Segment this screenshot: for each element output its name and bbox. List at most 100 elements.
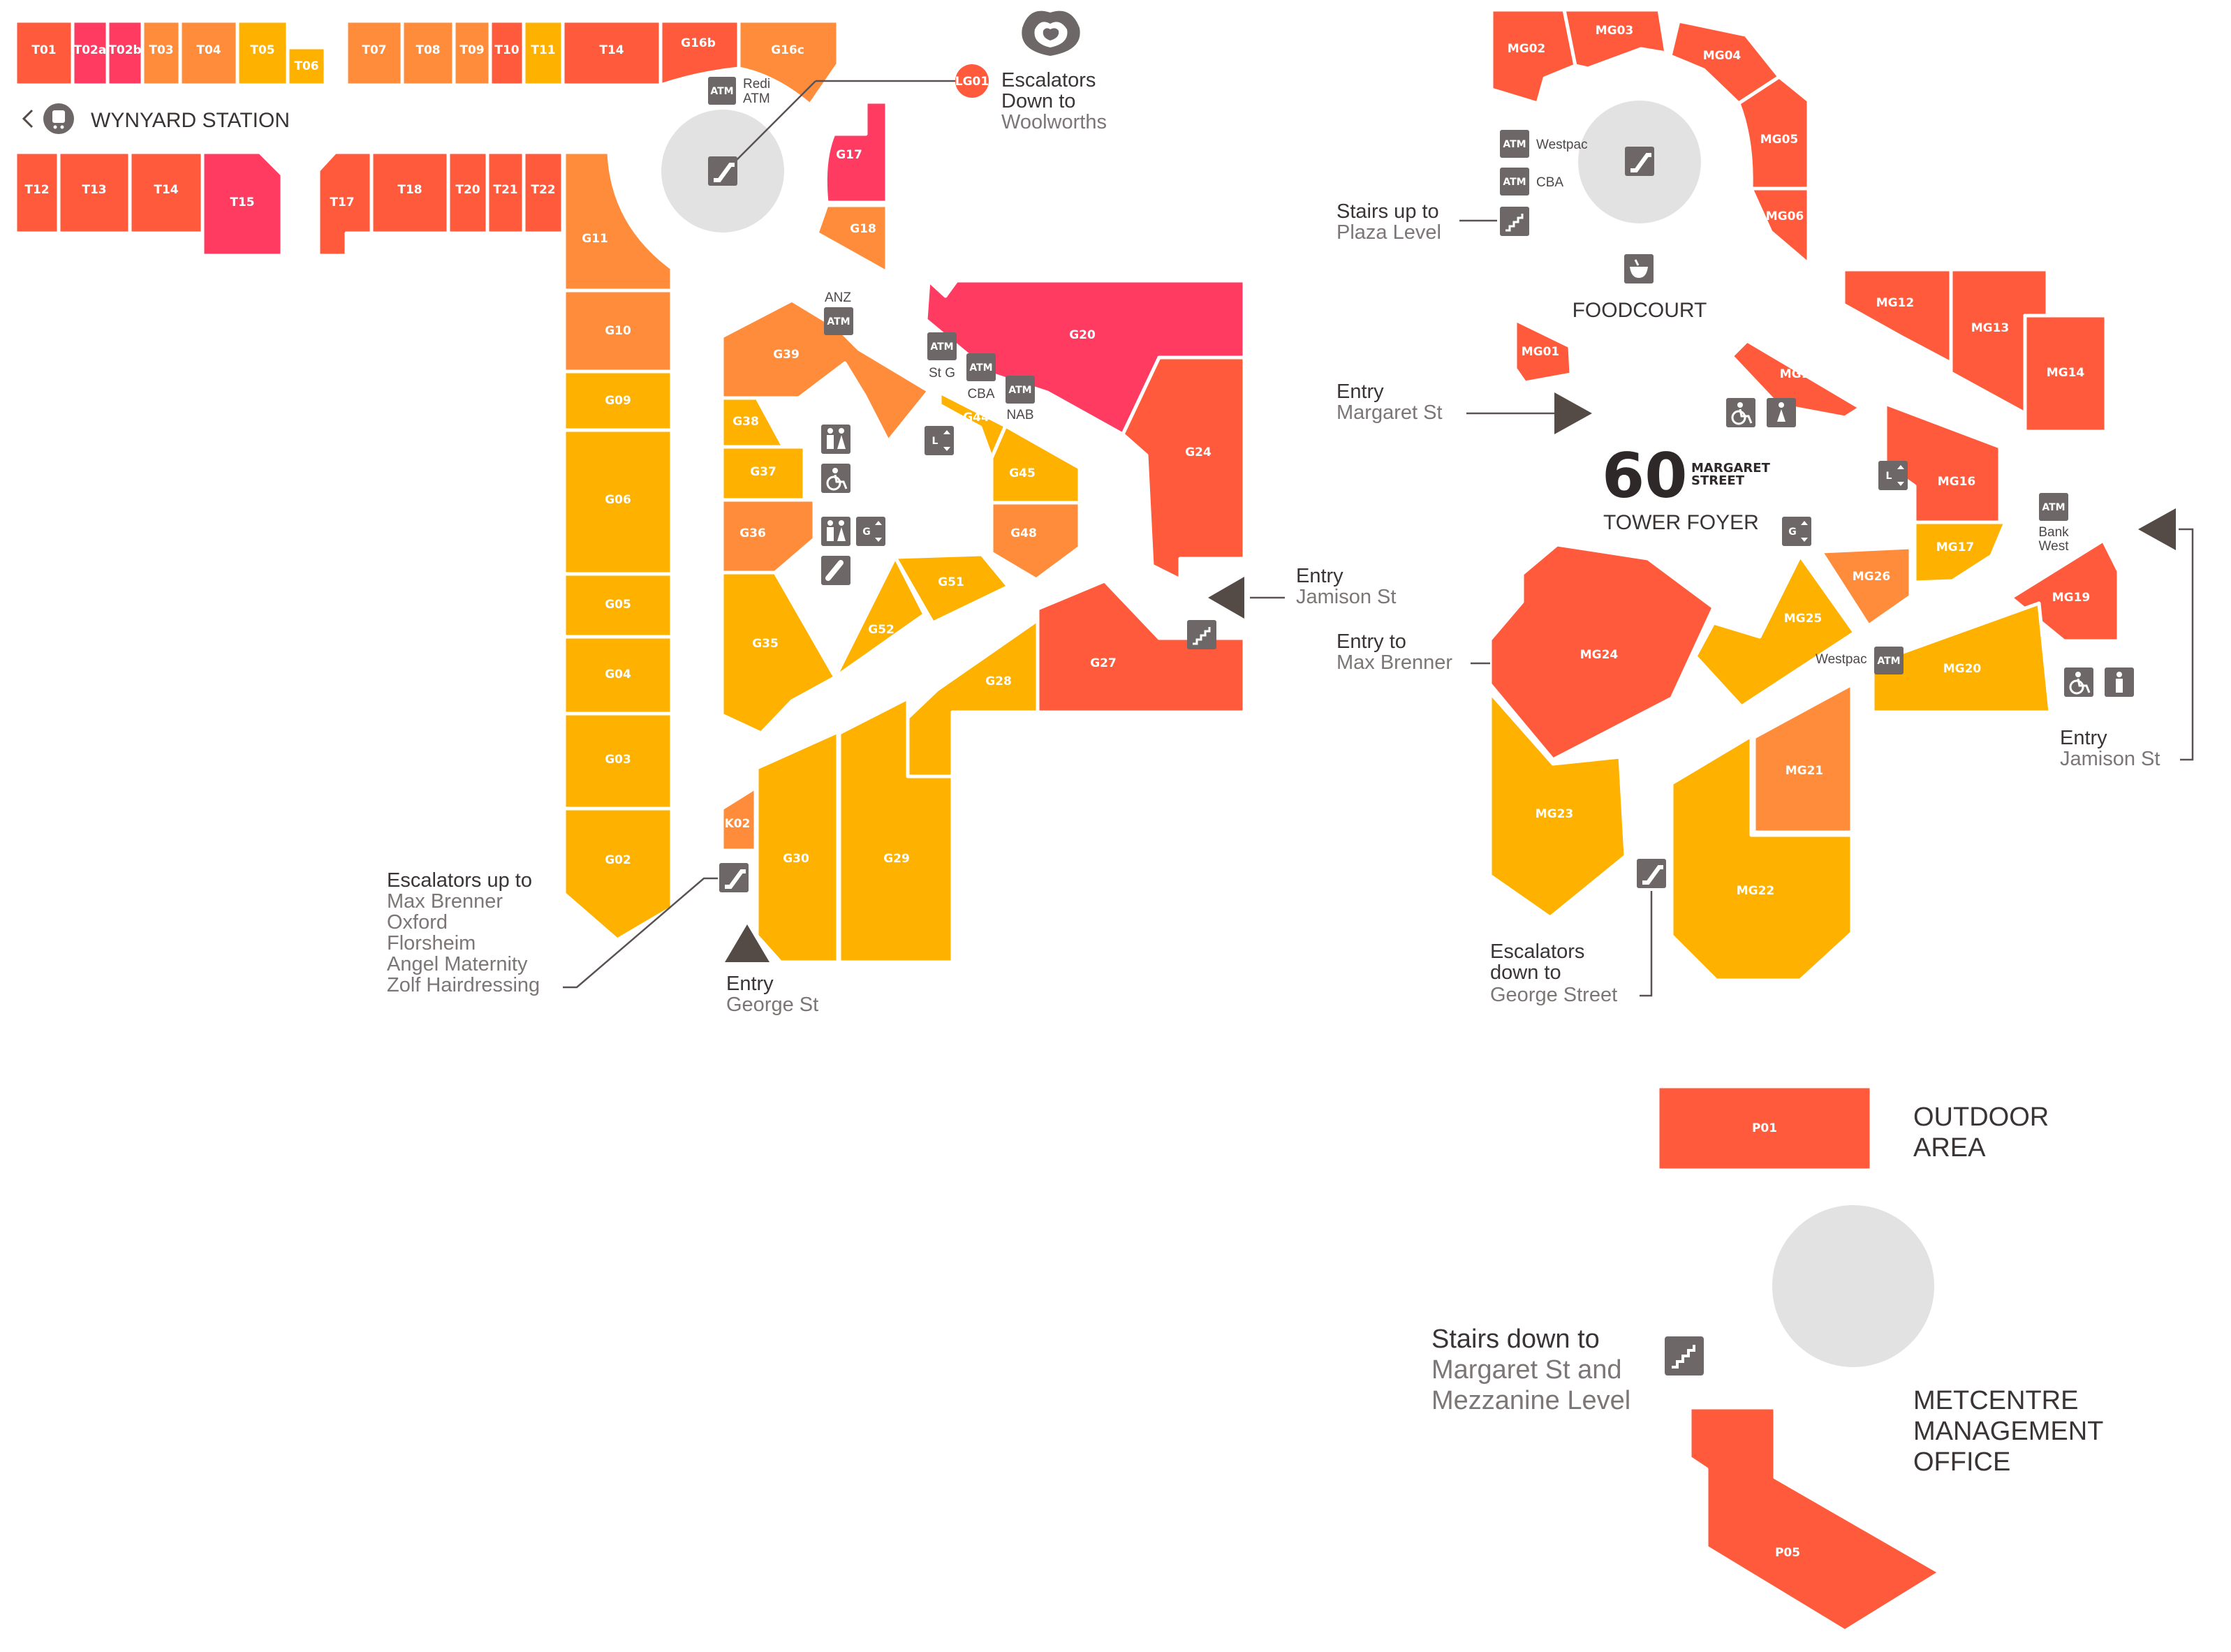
shop-G04[interactable] [562,635,674,716]
lift-icon[interactable]: G [1782,517,1811,546]
shop-G16b[interactable] [658,19,741,87]
stairs-icon[interactable] [1187,620,1216,649]
shop-T10[interactable] [488,19,526,87]
shop-MG02[interactable] [1489,8,1577,105]
escalators-down-george[interactable]: Escalators down to George Street [1490,859,1666,1006]
shop-T13[interactable] [57,150,132,235]
shop-G03[interactable] [562,711,674,811]
shop-G36[interactable] [720,498,816,575]
lift-icon[interactable]: G [856,517,885,546]
shop-G51[interactable] [893,552,1010,625]
atm-st-george[interactable]: ATM St G [927,332,957,381]
shop-K02[interactable] [720,786,758,853]
escalators-up-note[interactable]: Escalators up to Max Brenner Oxford Flor… [387,863,749,996]
escalator-icon[interactable] [1625,147,1654,176]
shop-T09[interactable] [452,19,492,87]
shop-T11[interactable] [522,19,565,87]
lift-level-label: L [1886,471,1892,482]
shop-P01[interactable] [1656,1084,1873,1172]
atm-westpac-top[interactable]: ATM Westpac [1500,130,1588,158]
shop-MG24[interactable] [1488,543,1716,762]
shop-G24[interactable] [1121,355,1246,582]
shop-MG26[interactable] [1819,545,1913,628]
toilet-icon[interactable] [1767,398,1796,427]
shop-MG03[interactable] [1562,8,1668,71]
stairs-down[interactable]: Stairs down to Margaret St and Mezzanine… [1431,1325,1704,1415]
atm-cba-top[interactable]: ATM CBA [1500,168,1563,196]
atm-cba[interactable]: ATM CBA [966,353,996,401]
accessible-icon[interactable] [821,464,851,493]
lift-icon[interactable]: L [925,426,954,455]
accessible-icon[interactable] [1726,398,1755,427]
shop-T06[interactable] [286,45,327,87]
shop-G11[interactable] [562,150,674,293]
shop-P05[interactable] [1688,1406,1942,1633]
shop-T22[interactable] [522,150,565,235]
baby-change-icon[interactable] [821,556,851,585]
shop-T21[interactable] [485,150,526,235]
wynyard-station-link[interactable]: WYNYARD STATION [22,103,290,134]
shop-T02a[interactable] [71,19,110,87]
shop-MG17[interactable] [1913,520,2008,584]
lift-icon[interactable]: L [1878,461,1908,490]
toilets-icon[interactable] [821,517,851,546]
tower-foyer[interactable]: 60 MARGARET STREET TOWER FOYER [1602,440,1771,534]
shop-G45[interactable] [989,424,1082,505]
shop-T02b[interactable] [105,19,145,87]
atm-nab[interactable]: ATM NAB [1006,376,1035,422]
shop-T18[interactable] [369,150,450,235]
shop-T14-top[interactable] [561,19,663,87]
shop-G35[interactable] [720,570,837,735]
shop-G38[interactable] [720,396,786,449]
entry-jamison-st-mezzanine[interactable]: Entry Jamison St [2060,508,2194,770]
shop-MG23[interactable] [1488,691,1628,920]
shop-G28[interactable] [906,618,1040,779]
shop-G17[interactable] [823,100,889,205]
shop-G10[interactable] [562,288,674,374]
shop-G06[interactable] [562,428,674,576]
entry-margaret-st[interactable]: Entry Margaret St [1337,381,1592,434]
shop-G18[interactable] [815,203,889,274]
accessible-icon[interactable] [2064,668,2093,697]
shop-T01[interactable] [13,19,75,87]
shop-T14-bottom[interactable] [128,150,205,235]
escalator-icon[interactable] [708,156,737,186]
shop-T20[interactable] [446,150,489,235]
shop-G30[interactable] [755,730,840,964]
shop-G48[interactable] [989,501,1082,582]
shop-T03[interactable] [140,19,182,87]
shop-G44[interactable] [938,390,1008,460]
shop-G05[interactable] [562,572,674,639]
toilets-icon[interactable] [821,425,851,454]
shop-T15[interactable] [200,150,284,258]
shop-MG14[interactable] [2023,314,2108,434]
shop-MG12[interactable] [1841,267,1953,365]
shop-G09[interactable] [562,369,674,432]
shop-T12[interactable] [13,150,61,235]
entry-max-brenner[interactable]: Entry to Max Brenner [1337,630,1490,674]
shop-T04[interactable] [178,19,240,87]
shop-G39[interactable] [720,298,931,443]
shop-T05[interactable] [235,19,290,87]
shop-MG22[interactable] [1670,734,1854,982]
atm-bankwest[interactable]: ATM Bank West [2038,493,2069,554]
shop-MG01[interactable] [1513,318,1573,385]
entry-george-st[interactable]: Entry George St [725,924,818,1016]
shop-MG25[interactable] [1693,554,1857,709]
shop-T17[interactable] [316,150,374,258]
atm-westpac-mid[interactable]: Westpac ATM [1816,647,1904,674]
toilet-icon[interactable] [2105,668,2134,697]
shop-MG18[interactable] [1730,339,1862,420]
shop-G02[interactable] [562,806,674,942]
shop-G37[interactable] [720,445,807,502]
shop-LG01[interactable] [955,64,989,98]
shop-T07[interactable] [344,19,404,87]
shop-MG06[interactable] [1749,186,1811,266]
atm-anz[interactable]: ANZ ATM [824,290,853,335]
atm-redi[interactable]: ATM Redi ATM [708,77,770,106]
foodcourt[interactable]: FOODCOURT [1573,254,1707,322]
stairs-plaza[interactable]: Stairs up to Plaza Level [1337,200,1529,244]
entry-jamison-st[interactable]: Entry Jamison St [1208,565,1396,619]
shop-MG21[interactable] [1752,682,1854,834]
shop-T08[interactable] [400,19,456,87]
